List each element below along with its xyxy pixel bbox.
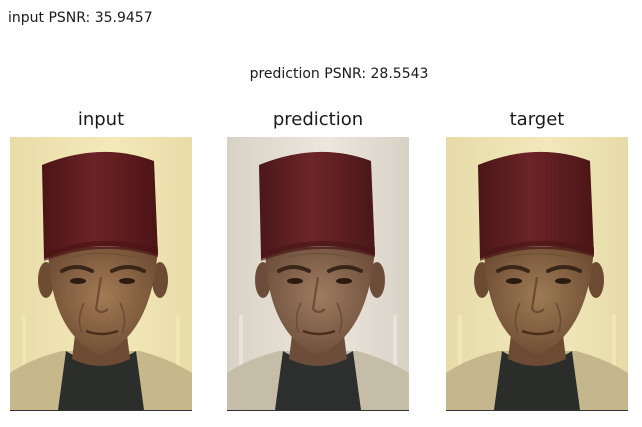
prediction-image — [227, 137, 409, 411]
input-psnr-label: input PSNR: 35.9457 — [8, 10, 153, 26]
prediction-psnr-label: prediction PSNR: 28.5543 — [249, 66, 429, 82]
panel-target: target — [445, 109, 629, 411]
panel-title-prediction: prediction — [272, 109, 364, 130]
target-image — [446, 137, 628, 411]
panel-title-target: target — [509, 109, 565, 130]
panel-prediction: prediction — [226, 109, 410, 411]
panel-input: input — [9, 109, 193, 411]
input-image — [10, 137, 192, 411]
panel-title-input: input — [77, 109, 125, 130]
